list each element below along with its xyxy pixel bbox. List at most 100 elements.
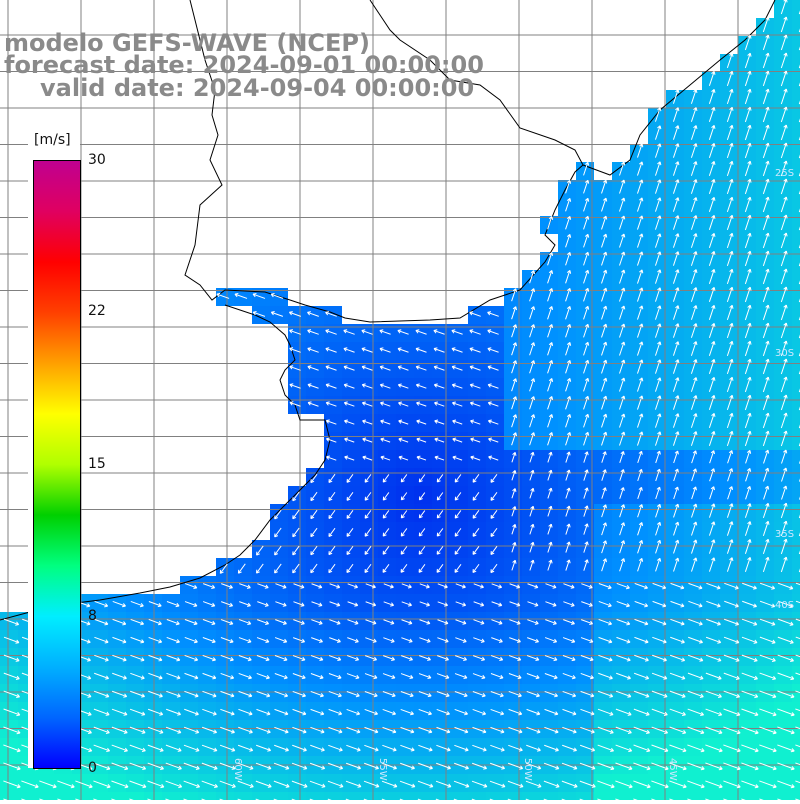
wind-arrow <box>325 401 337 407</box>
wind-arrow <box>580 637 594 644</box>
wind-arrow <box>328 491 336 501</box>
wind-arrow <box>601 197 608 212</box>
wind-arrow <box>763 449 770 464</box>
wind-arrow <box>292 527 300 538</box>
wind-arrow <box>561 780 578 788</box>
wind-arrow <box>637 161 644 176</box>
wind-arrow <box>309 780 326 788</box>
wind-arrow <box>637 287 644 302</box>
wind-arrow <box>654 341 662 356</box>
wind-cell <box>756 792 774 804</box>
wind-arrow <box>690 197 698 212</box>
wind-arrow <box>705 726 723 735</box>
wind-arrow <box>529 306 536 320</box>
wind-arrow <box>547 360 554 374</box>
wind-arrow <box>762 268 770 285</box>
wind-arrow <box>673 539 680 554</box>
wind-arrow <box>597 726 614 734</box>
wind-arrow <box>469 383 481 389</box>
wind-cell <box>612 792 630 804</box>
wind-arrow <box>654 431 662 446</box>
wind-arrow <box>688 618 703 626</box>
wind-arrow <box>652 636 667 644</box>
wind-arrow <box>257 601 269 607</box>
wind-arrow <box>669 780 687 789</box>
wind-arrow <box>237 744 254 752</box>
wind-arrow <box>727 468 734 482</box>
wind-arrow <box>93 708 110 716</box>
wind-arrow <box>673 503 680 518</box>
wind-arrow <box>472 563 480 573</box>
wind-arrow <box>619 413 626 428</box>
wind-arrow <box>672 431 680 446</box>
wind-arrow <box>762 412 770 429</box>
wind-arrow <box>759 672 777 681</box>
wind-arrow <box>633 780 651 789</box>
wind-arrow <box>343 383 355 389</box>
wind-arrow <box>383 583 394 589</box>
wind-arrow <box>690 89 698 104</box>
wind-arrow <box>418 673 432 680</box>
wind-arrow <box>147 708 164 716</box>
wind-arrow <box>509 619 521 625</box>
wind-arrow <box>383 637 395 643</box>
model-title: modelo GEFS-WAVE (NCEP) <box>4 29 370 57</box>
wind-arrow <box>436 510 444 519</box>
wind-cell <box>792 18 800 36</box>
wind-arrow <box>762 196 770 213</box>
wind-arrow <box>511 541 517 553</box>
wind-arrow <box>328 708 343 716</box>
wind-arrow <box>544 655 558 662</box>
wind-arrow <box>597 708 614 716</box>
wind-arrow <box>364 744 379 752</box>
wind-arrow <box>637 215 644 230</box>
wind-arrow <box>619 451 625 463</box>
wind-arrow <box>361 383 373 389</box>
wind-arrow <box>741 762 759 771</box>
wind-arrow <box>529 270 536 284</box>
wind-arrow <box>418 726 433 734</box>
wind-arrow <box>780 430 788 447</box>
wind-arrow <box>654 125 662 140</box>
wind-arrow <box>690 215 698 230</box>
wind-arrow <box>759 780 777 789</box>
wind-arrow <box>527 583 539 589</box>
wind-arrow <box>687 744 705 753</box>
wind-arrow <box>777 600 794 608</box>
wind-arrow <box>795 708 800 712</box>
wind-arrow <box>634 618 649 626</box>
wind-arrow <box>39 780 57 789</box>
wind-arrow <box>652 618 667 626</box>
wind-arrow <box>654 377 662 392</box>
wind-arrow <box>454 673 468 680</box>
wind-arrow <box>416 437 427 443</box>
wind-arrow <box>742 582 757 590</box>
wind-arrow <box>723 690 741 699</box>
wind-arrow <box>745 449 752 464</box>
wind-arrow <box>256 545 264 556</box>
wind-arrow <box>327 762 344 770</box>
wind-arrow <box>3 708 21 717</box>
wind-arrow <box>220 690 235 698</box>
wind-arrow <box>762 52 770 69</box>
wind-cell <box>792 108 800 126</box>
wind-arrow <box>398 401 409 407</box>
wind-arrow <box>166 601 180 608</box>
wind-arrow <box>669 708 686 716</box>
wind-arrow <box>723 654 740 662</box>
wind-arrow <box>708 395 716 410</box>
wind-arrow <box>166 690 181 698</box>
wind-arrow <box>579 762 596 770</box>
wind-arrow <box>529 360 536 374</box>
wind-arrow <box>726 286 734 303</box>
wind-arrow <box>455 655 468 661</box>
wind-arrow <box>93 762 111 771</box>
wind-arrow <box>364 655 378 661</box>
wind-arrow <box>616 618 631 626</box>
wind-arrow <box>511 470 517 481</box>
wind-arrow <box>744 412 752 429</box>
wind-arrow <box>723 726 741 735</box>
wind-arrow <box>451 347 463 353</box>
wind-arrow <box>361 401 373 407</box>
wind-arrow <box>401 619 413 625</box>
